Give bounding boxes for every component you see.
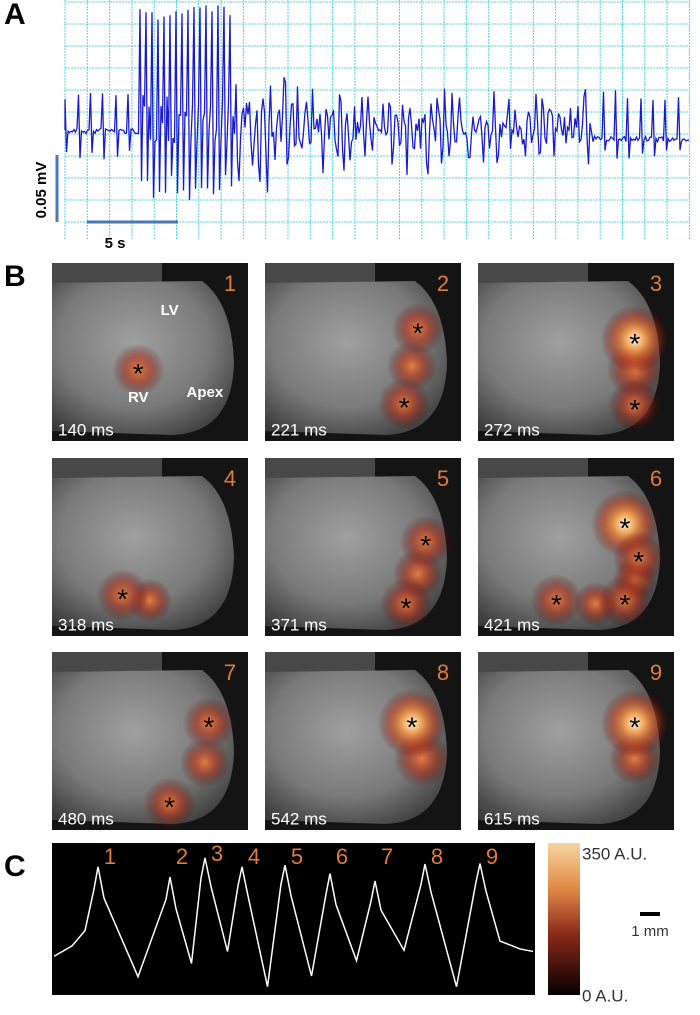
frame-time: 221 ms: [271, 420, 327, 439]
frame-number: 1: [224, 271, 236, 296]
scale-label: 0.05 mV: [33, 162, 50, 219]
heart-frame: * 4 318 ms: [52, 458, 248, 636]
activation-glow: [378, 689, 446, 758]
frame-time: 615 ms: [484, 809, 540, 828]
probe-shadow: [265, 652, 375, 672]
peak-label: 1: [104, 844, 116, 869]
stimulus-marker: *: [420, 530, 431, 561]
scale-label: 1 mm: [631, 923, 669, 940]
frame-time: 542 ms: [271, 809, 327, 828]
stimulus-marker: *: [401, 592, 412, 623]
stimulus-marker: *: [620, 512, 631, 543]
panel-label: C: [4, 850, 26, 883]
frame-time: 421 ms: [484, 615, 540, 634]
peak-label: 6: [336, 844, 348, 869]
frame-time: 318 ms: [58, 615, 114, 634]
heart-frame: * 1 140 ms LV RV Apex: [52, 263, 248, 441]
activation-glow: [378, 377, 431, 430]
trace-bg: [52, 843, 535, 995]
ecg-trace: [64, 5, 690, 200]
panel-label: B: [4, 260, 26, 293]
activation-glow: [600, 305, 669, 374]
activation-glow: [380, 577, 433, 630]
stimulus-marker: *: [629, 394, 640, 425]
anatomy-label: RV: [128, 389, 149, 406]
scale-label: 5 s: [105, 235, 126, 252]
activation-glow: [600, 689, 669, 758]
peak-label: 5: [291, 844, 303, 869]
probe-shadow: [52, 652, 162, 672]
frame-number: 7: [224, 660, 236, 685]
stimulus-marker: *: [117, 583, 128, 614]
frame-number: 4: [224, 466, 236, 491]
optical-trace: [54, 857, 534, 987]
stimulus-marker: *: [203, 712, 214, 743]
activation-glow: [612, 531, 665, 584]
frame-number: 8: [437, 660, 449, 685]
activation-glow: [96, 569, 149, 622]
stimulus-marker: *: [407, 712, 418, 743]
activation-glow: [182, 697, 235, 750]
peak-label: 9: [486, 844, 498, 869]
probe-shadow: [265, 458, 375, 478]
probe-shadow: [52, 458, 162, 478]
frame-number: 6: [650, 466, 662, 491]
stimulus-marker: *: [551, 589, 562, 620]
stimulus-marker: *: [133, 358, 144, 389]
activation-glow: [112, 343, 165, 396]
anatomy-label: Apex: [187, 384, 224, 401]
heart-frame: * * 3 272 ms: [478, 263, 674, 441]
stimulus-marker: *: [633, 546, 644, 577]
probe-shadow: [265, 263, 375, 283]
heart-frame: * * 7 480 ms: [52, 652, 248, 830]
heart-frame: * * 5 371 ms: [265, 458, 461, 636]
frame-number: 2: [437, 271, 449, 296]
activation-glow: [179, 737, 230, 788]
panel-label: A: [4, 0, 26, 31]
frame-number: 3: [650, 271, 662, 296]
frame-time: 480 ms: [58, 809, 114, 828]
activation-glow: [608, 379, 661, 432]
frame-time: 272 ms: [484, 420, 540, 439]
stimulus-marker: *: [412, 317, 423, 348]
stimulus-marker: *: [629, 328, 640, 359]
frame-time: 140 ms: [58, 420, 114, 439]
probe-shadow: [52, 263, 162, 283]
stimulus-marker: *: [399, 392, 410, 423]
anatomy-label: LV: [161, 302, 179, 319]
peak-label: 7: [381, 844, 393, 869]
peak-label: 3: [211, 841, 223, 866]
activation-glow: [143, 777, 196, 830]
frame-time: 371 ms: [271, 615, 327, 634]
probe-shadow: [478, 652, 588, 672]
colorbar-label: 350 A.U.: [582, 844, 647, 863]
colorbar-label: 0 A.U.: [582, 986, 628, 1005]
activation-glow: [399, 515, 452, 568]
peak-label: 2: [176, 844, 188, 869]
stimulus-marker: *: [620, 589, 631, 620]
activation-glow: [391, 302, 444, 355]
peak-label: 4: [248, 844, 260, 869]
heart-frame: * * 2 221 ms: [265, 263, 461, 441]
stimulus-marker: *: [629, 712, 640, 743]
stimulus-marker: *: [164, 792, 175, 823]
activation-glow: [599, 574, 651, 627]
activation-glow: [530, 574, 583, 627]
heart-frame: * 9 615 ms: [478, 652, 674, 830]
colorbar: [548, 843, 580, 995]
frame-number: 5: [437, 466, 449, 491]
heart-frame: * 8 542 ms: [265, 652, 461, 830]
probe-shadow: [478, 263, 588, 283]
peak-label: 8: [431, 844, 443, 869]
probe-shadow: [478, 458, 588, 478]
frame-number: 9: [650, 660, 662, 685]
